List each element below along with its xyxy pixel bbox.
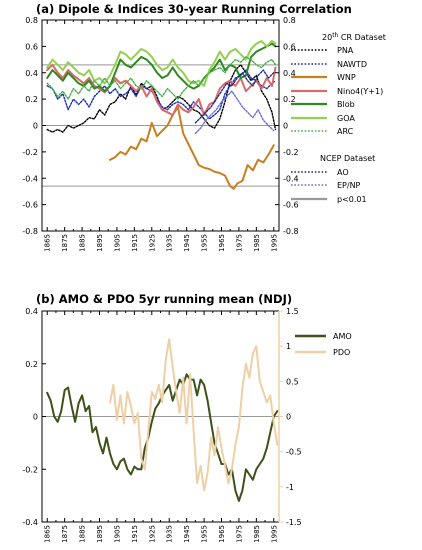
series-line-nino4-y-1	[46, 63, 277, 116]
x-tick-label: 1965	[218, 525, 226, 543]
x-tick-label: 1875	[61, 234, 69, 252]
x-tick-label: 1925	[148, 525, 156, 543]
right-tick-label: -0.2	[283, 148, 299, 157]
panel-a-series	[46, 40, 277, 190]
panel-b-legend: AMO PDO	[295, 332, 352, 357]
left-tick-label: -0.6	[22, 201, 38, 210]
series-line-ao	[194, 69, 275, 124]
legend-label-ao: AO	[337, 168, 349, 177]
x-tick-label: 1985	[253, 525, 261, 543]
left-tick-label: 0.4	[25, 307, 38, 316]
panel-a-title: (a) Dipole & Indices 30-year Running Cor…	[36, 2, 352, 16]
x-tick-label: 1955	[201, 234, 209, 252]
x-tick-label: 1905	[113, 525, 121, 543]
x-tick-label: 1935	[166, 525, 174, 543]
panel-b-series	[46, 338, 279, 502]
series-line-arc	[46, 56, 277, 100]
panel-b-right-axis: -1.5 -1 -0.5 0 0.5 1 1.5	[278, 307, 302, 527]
legend-heading-cr: 20th CR Dataset	[322, 32, 386, 42]
panel-b: (b) AMO & PDO 5yr running mean (NDJ) -0.…	[22, 292, 351, 543]
right-tick-label: 1	[286, 342, 291, 351]
x-tick-label: 1885	[79, 234, 87, 252]
x-tick-label: 1935	[166, 234, 174, 252]
x-tick-label: 1995	[270, 525, 278, 543]
panel-a-legend: 20th CR Dataset NCEP Dataset PNA NAWTD WNP…	[291, 32, 386, 204]
series-line-ep-np	[194, 90, 275, 135]
left-tick-label: -0.8	[22, 227, 38, 236]
x-tick-label: 1985	[253, 234, 261, 252]
left-tick-label: 0	[33, 122, 38, 131]
x-tick-label: 1945	[183, 525, 191, 543]
x-tick-label: 1995	[270, 234, 278, 252]
legend-label-amo: AMO	[333, 332, 352, 341]
legend-label-pdo: PDO	[333, 348, 350, 357]
panel-a-reference-lines	[42, 64, 279, 187]
legend-label-p-0-01: p<0.01	[337, 195, 367, 204]
legend-label-ep-np: EP/NP	[337, 181, 361, 190]
left-tick-label: 0.8	[25, 16, 38, 25]
right-tick-label: -1.5	[286, 518, 302, 527]
x-tick-label: 1975	[235, 234, 243, 252]
panel-a-x-axis: 1865 1875 1885 1895 1905 1915 1925 1935 1945 1955…	[44, 20, 278, 252]
right-tick-label: 0	[283, 122, 288, 131]
x-tick-label: 1915	[131, 234, 139, 252]
right-tick-label: 0.6	[283, 42, 296, 51]
left-tick-label: -0.2	[22, 465, 38, 474]
right-tick-label: -0.4	[283, 174, 299, 183]
legend-label-pna: PNA	[337, 46, 354, 55]
left-tick-label: 0	[33, 413, 38, 422]
x-tick-label: 1865	[44, 234, 52, 252]
x-tick-label: 1895	[96, 234, 104, 252]
legend-label-nawtd: NAWTD	[337, 60, 367, 69]
x-tick-label: 1885	[79, 525, 87, 543]
legend-label-goa: GOA	[337, 114, 355, 123]
panel-b-x-axis: 1865 1875 1885 1895 1905 1915 1925 1935 1945 1955…	[44, 311, 278, 543]
right-tick-label: 0	[286, 413, 291, 422]
left-tick-label: -0.2	[22, 148, 38, 157]
right-tick-label: 0.8	[283, 16, 296, 25]
right-tick-label: -0.8	[283, 227, 299, 236]
legend-label-wnp: WNP	[337, 73, 356, 82]
right-tick-label: -0.6	[283, 201, 299, 210]
panel-b-title: (b) AMO & PDO 5yr running mean (NDJ)	[36, 292, 292, 306]
left-tick-label: 0.6	[25, 42, 38, 51]
legend-label-arc: ARC	[337, 127, 354, 136]
x-tick-label: 1865	[44, 525, 52, 543]
series-line-blob	[46, 42, 277, 93]
x-tick-label: 1955	[201, 525, 209, 543]
right-tick-label: 1.5	[286, 307, 299, 316]
x-tick-label: 1925	[148, 234, 156, 252]
x-tick-label: 1905	[113, 234, 121, 252]
x-tick-label: 1875	[61, 525, 69, 543]
right-tick-label: 0.2	[283, 95, 296, 104]
legend-heading-ncep: NCEP Dataset	[320, 154, 375, 163]
legend-label-nino4-y-1: Nino4(Y+1)	[337, 87, 383, 96]
series-line-goa	[46, 40, 277, 87]
left-tick-label: 0.4	[25, 69, 38, 78]
series-line-wnp	[109, 106, 275, 190]
right-tick-label: -1	[286, 483, 294, 492]
series-line-pdo	[109, 338, 279, 492]
panel-a-right-axis: -0.8 -0.6 -0.4 -0.2 0 0.2 0.4 0.6 0.8	[275, 16, 299, 236]
x-tick-label: 1945	[183, 234, 191, 252]
x-tick-label: 1895	[96, 525, 104, 543]
left-tick-label: -0.4	[22, 174, 38, 183]
left-tick-label: -0.4	[22, 518, 38, 527]
left-tick-label: 0.2	[25, 360, 38, 369]
right-tick-label: 0.5	[286, 377, 299, 386]
legend-label-blob: Blob	[337, 100, 355, 109]
x-tick-label: 1975	[235, 525, 243, 543]
x-tick-label: 1915	[131, 525, 139, 543]
right-tick-label: -0.5	[286, 448, 302, 457]
left-tick-label: 0.2	[25, 95, 38, 104]
panel-a-left-axis: -0.8 -0.6 -0.4 -0.2 0 0.2 0.4 0.6 0.8	[22, 16, 46, 236]
x-tick-label: 1965	[218, 234, 226, 252]
panel-a: (a) Dipole & Indices 30-year Running Cor…	[22, 2, 386, 252]
panel-a-legend-items: PNA NAWTD WNP Nino4(Y+1) Blob GOA ARC AO EP/NP p<…	[291, 46, 383, 204]
panel-b-left-axis: -0.4 -0.2 0 0.2 0.4	[22, 307, 46, 527]
right-tick-label: 0.4	[283, 69, 296, 78]
